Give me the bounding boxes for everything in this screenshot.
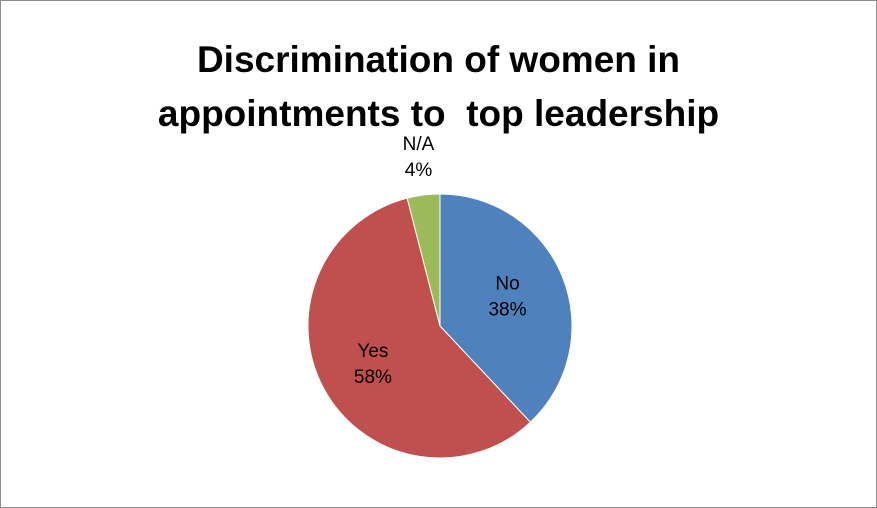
data-label-n-a-percent: 4% xyxy=(405,160,433,181)
chart-title-line-2: appointments to top leadership xyxy=(157,93,720,134)
pie-slice-n-a xyxy=(406,193,441,327)
data-label-yes-name: Yes xyxy=(357,341,388,362)
data-label-yes-percent: 58% xyxy=(354,367,392,388)
pie-slice-no xyxy=(439,193,573,423)
chart-title: Discrimination of women in appointments … xyxy=(1,33,876,141)
chart-title-line-1: Discrimination of women in xyxy=(196,39,681,80)
pie-slice-yes xyxy=(307,197,532,459)
data-label-no-percent: 38% xyxy=(488,299,526,320)
data-label-n-a-name: N/A xyxy=(403,134,435,155)
data-label-no-name: No xyxy=(495,273,519,294)
